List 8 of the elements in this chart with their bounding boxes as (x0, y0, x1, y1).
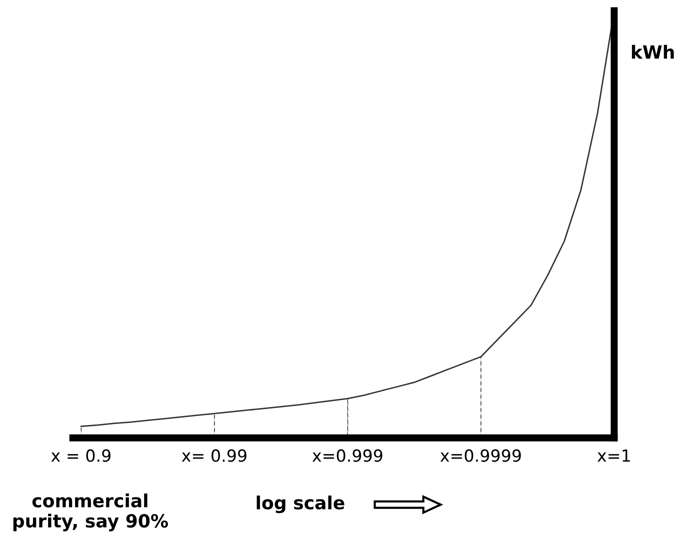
text: commercial purity, say 90% (13, 493, 168, 532)
y-axis-title: kWh (632, 44, 674, 59)
x-tick-label: x= 0.99 (182, 449, 246, 462)
x-axis-title: log scale (256, 496, 344, 514)
x-tick-label: x = 0.9 (51, 449, 110, 462)
x-tick-label: x=1 (597, 450, 630, 462)
x-tick-label: x=0.999 (312, 449, 382, 462)
x-tick-label: x=0.9999 (440, 449, 521, 462)
